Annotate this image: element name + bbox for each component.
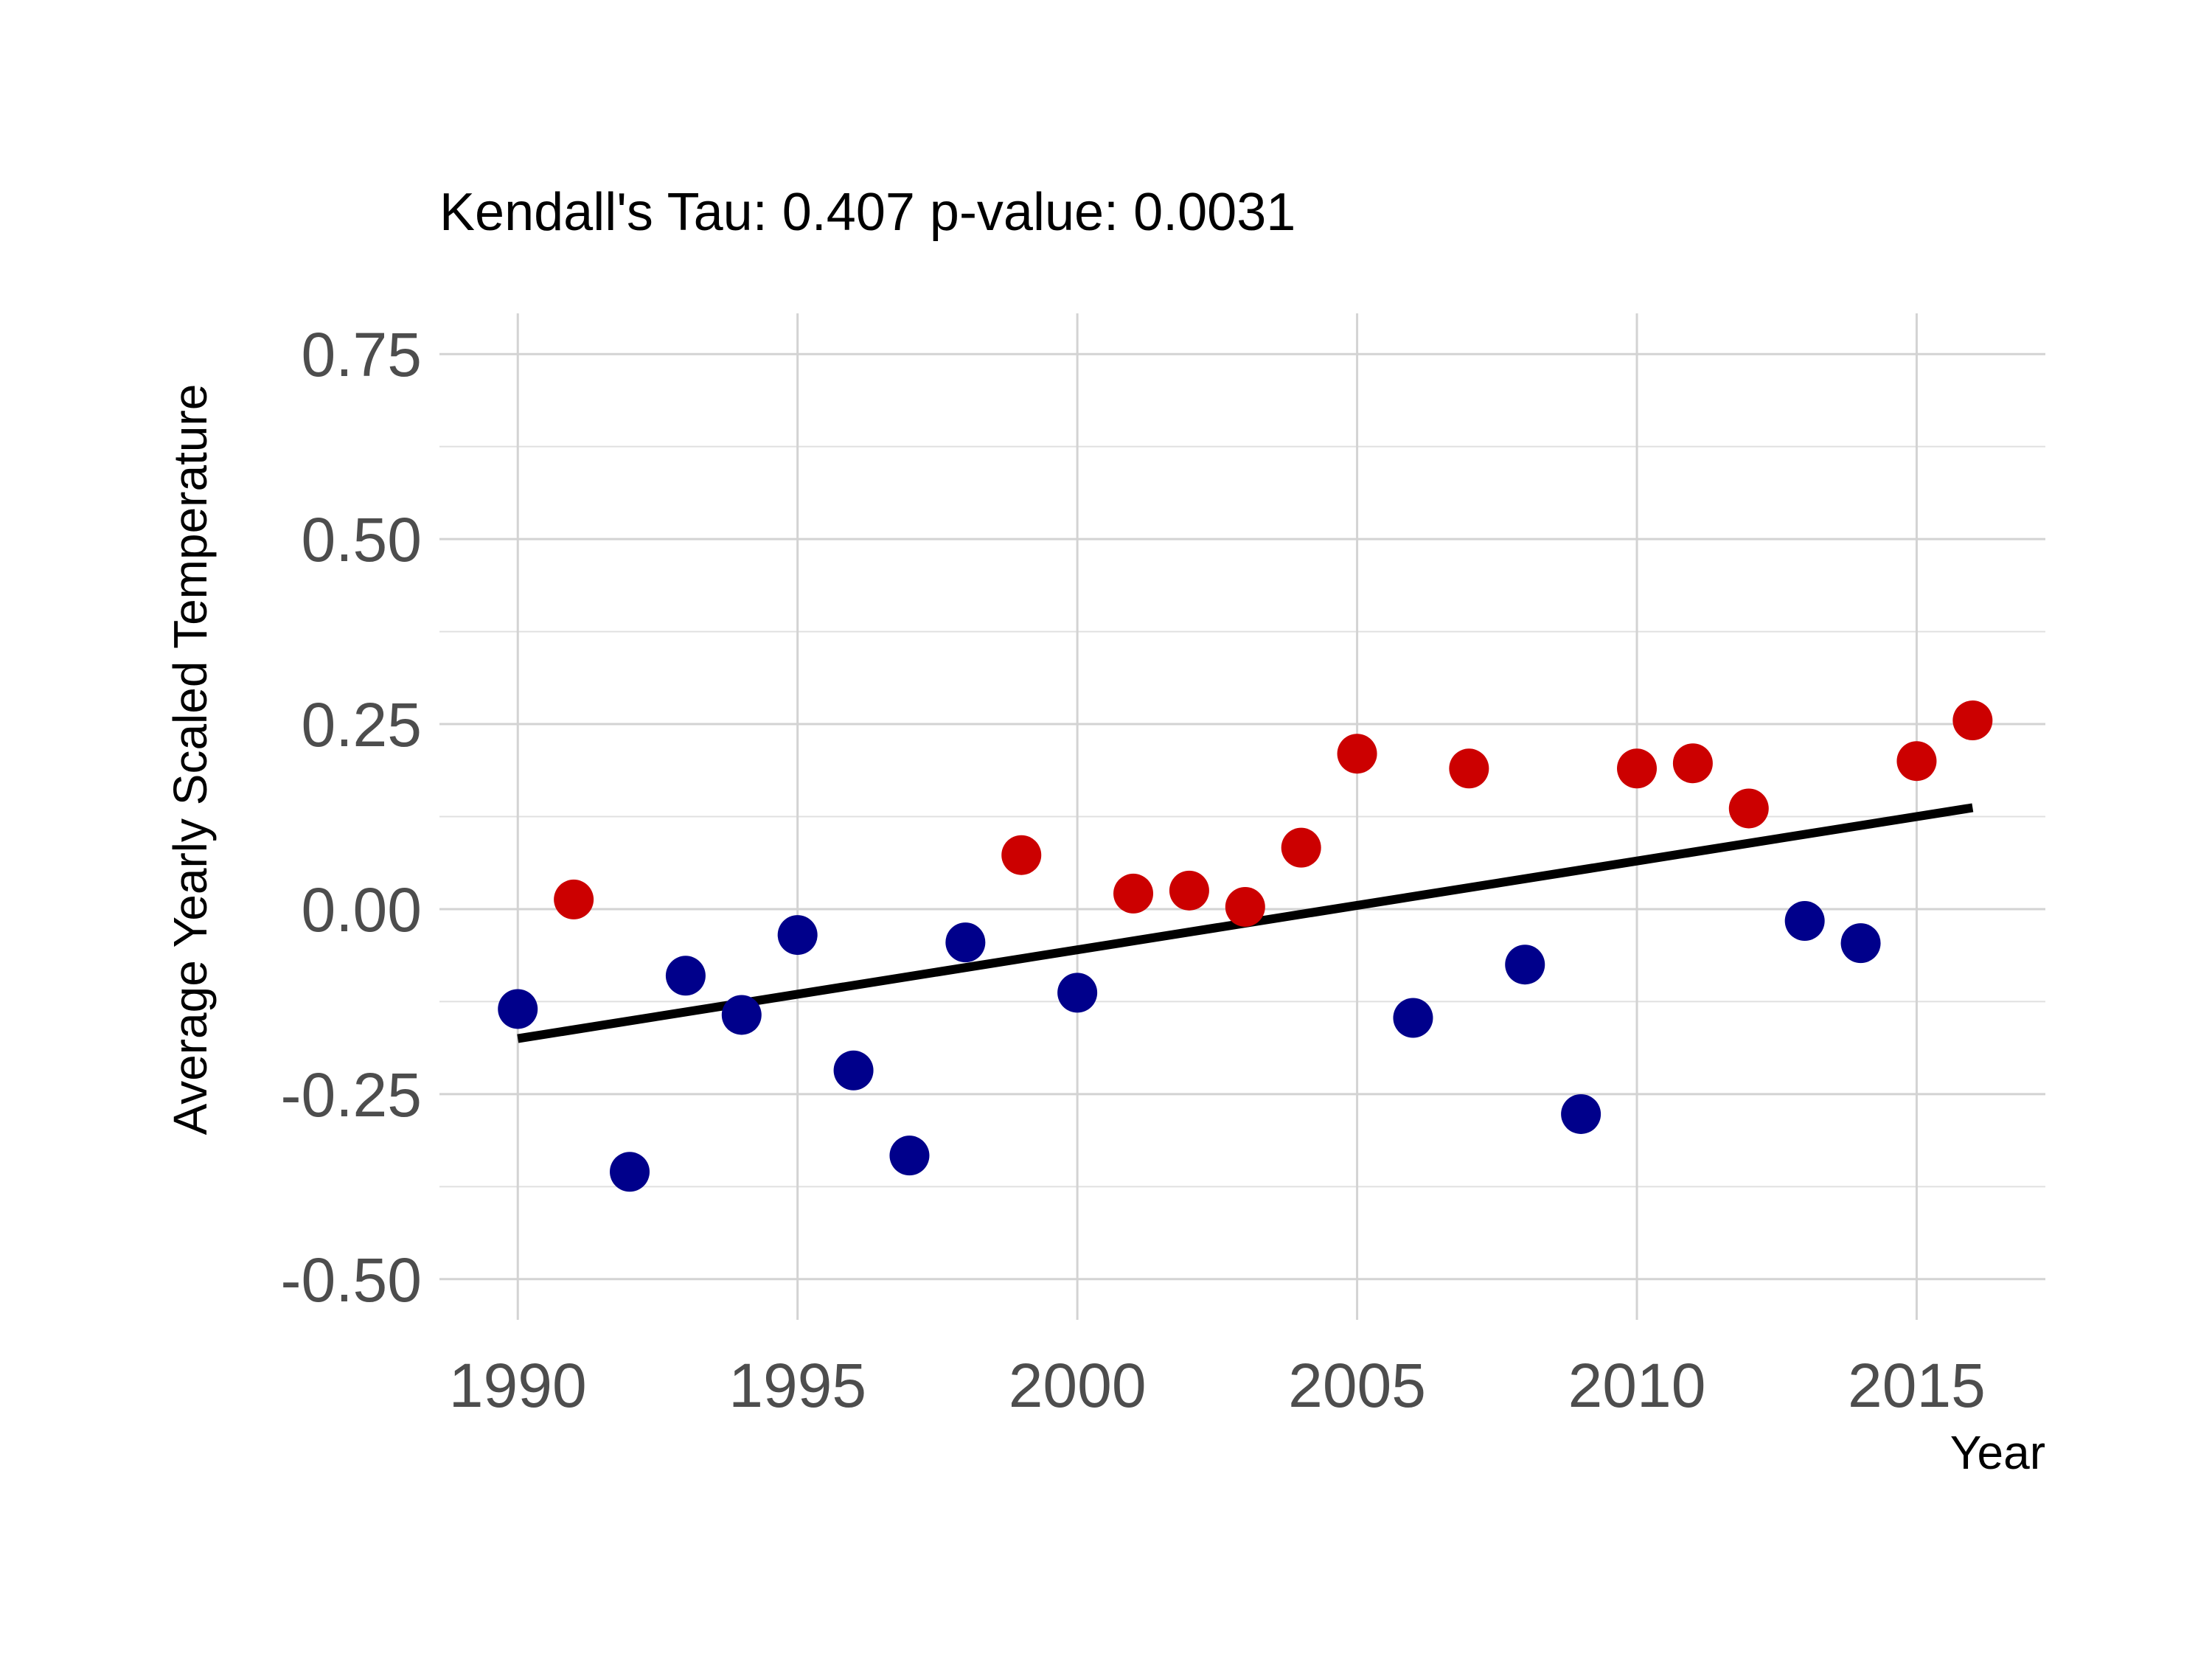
data-point-2010: [1617, 748, 1658, 789]
data-point-2008: [1505, 945, 1545, 985]
data-point-2016: [1952, 700, 1993, 741]
data-point-1991: [554, 879, 594, 919]
data-point-2001: [1113, 873, 1154, 914]
data-point-1999: [1001, 835, 1042, 875]
y-axis-ticks: -0.50 -0.25 0.00 0.25 0.50 0.75: [281, 320, 422, 1315]
data-point-2004: [1281, 827, 1321, 868]
data-point-2002: [1169, 870, 1209, 911]
data-point-2014: [1840, 923, 1881, 964]
y-tick-label: 0.00: [302, 875, 422, 945]
y-tick-label: 0.75: [302, 320, 422, 389]
data-point-1992: [610, 1152, 650, 1192]
data-point-2003: [1225, 886, 1265, 927]
x-tick-label: 2000: [1009, 1351, 1147, 1420]
data-point-2005: [1337, 734, 1377, 774]
grid: [439, 313, 2045, 1320]
data-point-2015: [1896, 741, 1937, 782]
chart-title: Kendall's Tau: 0.407 p-value: 0.0031: [439, 183, 1295, 242]
x-tick-label: 2005: [1288, 1351, 1426, 1420]
x-axis-label: Year: [1950, 1426, 2045, 1479]
y-tick-label: 0.25: [302, 690, 422, 759]
x-tick-label: 1995: [728, 1351, 866, 1420]
data-point-1990: [498, 989, 538, 1029]
data-point-2013: [1784, 901, 1825, 942]
y-tick-label: 0.50: [302, 505, 422, 574]
x-tick-label: 2015: [1848, 1351, 1986, 1420]
data-point-1993: [665, 956, 706, 996]
y-tick-label: -0.25: [281, 1060, 422, 1130]
x-axis-ticks: 1990 1995 2000 2005 2010 2015: [449, 1351, 1986, 1420]
x-tick-label: 1990: [449, 1351, 587, 1420]
data-point-1997: [889, 1135, 930, 1176]
data-point-1994: [721, 995, 762, 1035]
data-point-1998: [945, 922, 986, 963]
data-point-1995: [777, 915, 818, 956]
data-point-2011: [1672, 743, 1713, 784]
data-points: [498, 700, 1993, 1192]
data-point-2000: [1057, 973, 1098, 1013]
data-point-2009: [1561, 1093, 1601, 1134]
data-point-2007: [1449, 748, 1489, 789]
x-tick-label: 2010: [1568, 1351, 1706, 1420]
y-axis-label: Average Yearly Scaled Temperature: [164, 384, 217, 1135]
data-point-2006: [1393, 998, 1433, 1038]
y-tick-label: -0.50: [281, 1245, 422, 1315]
data-point-2012: [1728, 788, 1769, 829]
data-point-1996: [833, 1050, 874, 1091]
